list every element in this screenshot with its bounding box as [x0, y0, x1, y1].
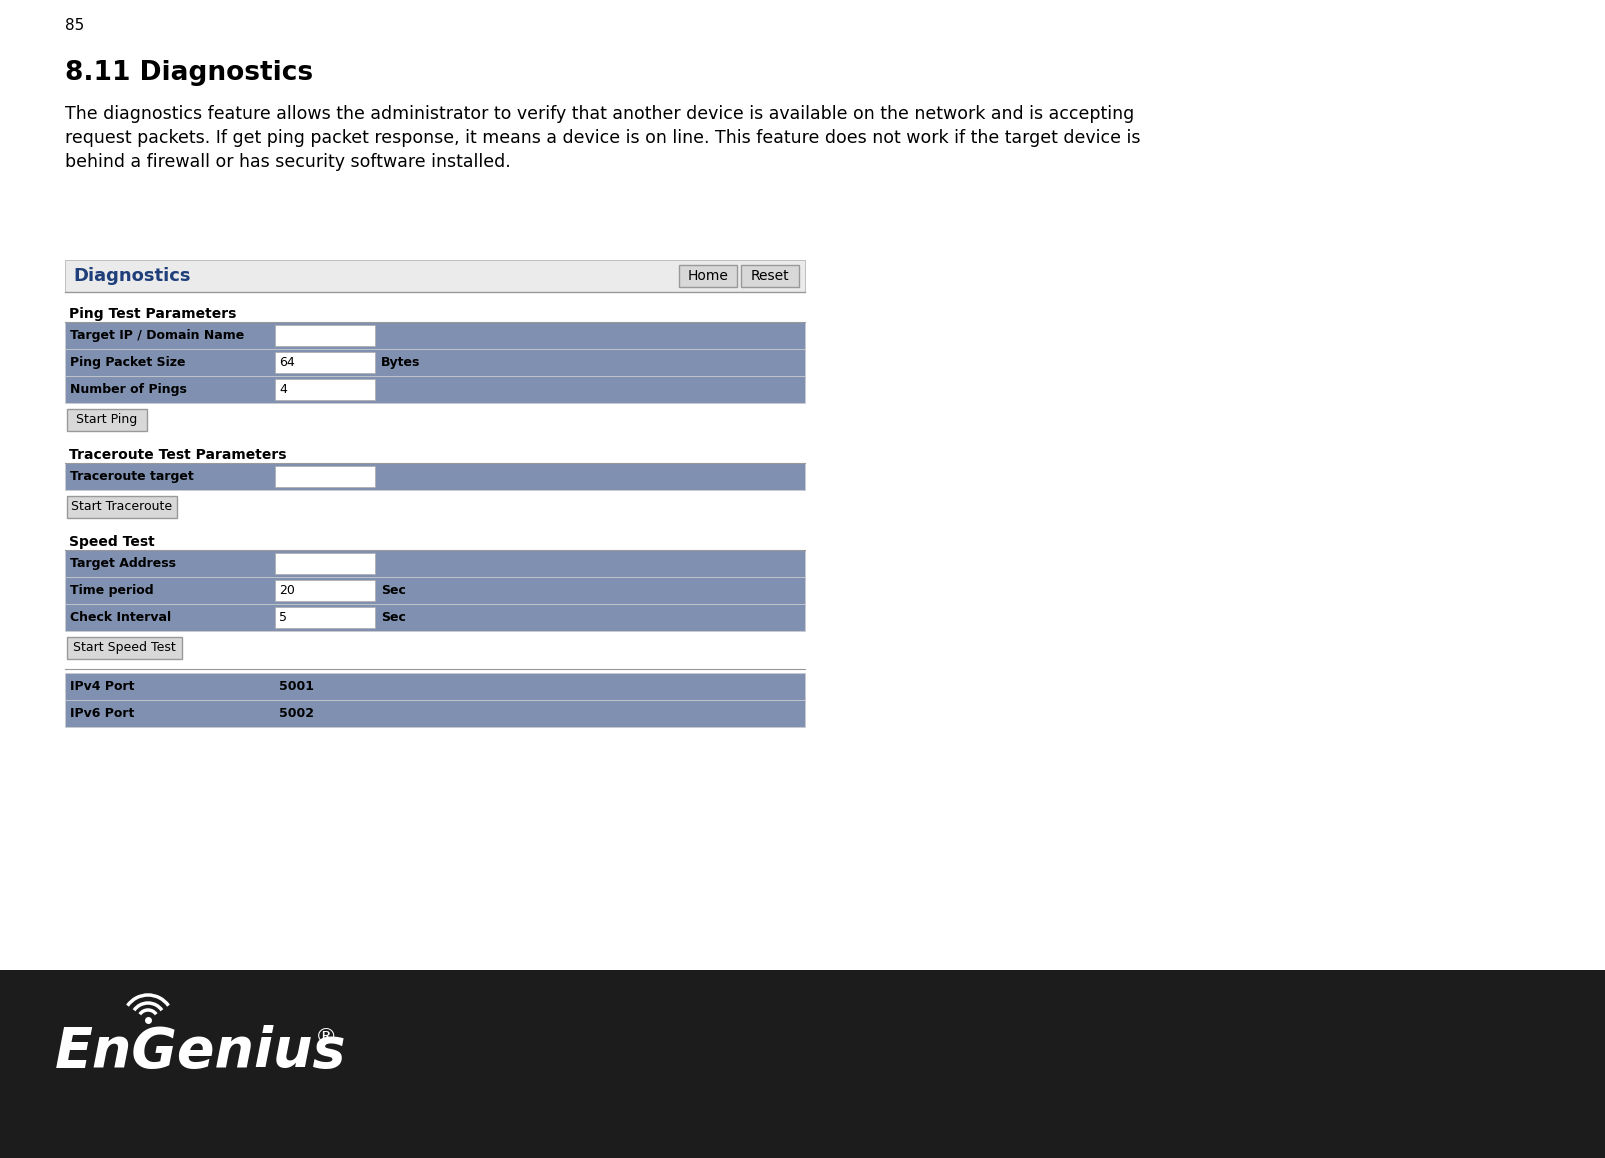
Text: 64: 64 — [279, 356, 295, 369]
Text: Traceroute target: Traceroute target — [71, 470, 194, 483]
Bar — [64, 699, 806, 727]
Text: Speed Test: Speed Test — [69, 535, 154, 549]
Bar — [274, 325, 376, 346]
Text: Start Traceroute: Start Traceroute — [72, 500, 173, 513]
Bar — [274, 554, 376, 574]
Bar — [679, 265, 737, 287]
Bar — [0, 970, 1605, 1158]
Text: 5: 5 — [279, 611, 287, 624]
Text: 8.11 Diagnostics: 8.11 Diagnostics — [64, 60, 313, 86]
Text: 5001: 5001 — [279, 680, 315, 692]
Text: Time period: Time period — [71, 584, 154, 598]
Text: Ping Test Parameters: Ping Test Parameters — [69, 307, 236, 321]
Text: Bytes: Bytes — [380, 356, 421, 369]
Bar — [64, 577, 806, 604]
Bar — [274, 352, 376, 373]
Text: 85: 85 — [64, 19, 83, 32]
Text: IPv4 Port: IPv4 Port — [71, 680, 135, 692]
Text: Target Address: Target Address — [71, 557, 177, 570]
Bar — [64, 349, 806, 376]
Bar — [64, 604, 806, 631]
Text: Start Ping: Start Ping — [77, 413, 138, 426]
Bar — [64, 550, 806, 577]
Bar — [64, 673, 806, 699]
Text: The diagnostics feature allows the administrator to verify that another device i: The diagnostics feature allows the admin… — [64, 105, 1135, 123]
Text: Reset: Reset — [751, 269, 790, 283]
Bar — [274, 580, 376, 601]
Text: IPv6 Port: IPv6 Port — [71, 708, 135, 720]
Text: ®: ® — [315, 1027, 337, 1047]
Text: Number of Pings: Number of Pings — [71, 383, 186, 396]
Text: Ping Packet Size: Ping Packet Size — [71, 356, 186, 369]
Text: 20: 20 — [279, 584, 295, 598]
Bar — [742, 265, 799, 287]
Bar — [67, 496, 177, 518]
Text: 4: 4 — [279, 383, 287, 396]
Text: request packets. If get ping packet response, it means a device is on line. This: request packets. If get ping packet resp… — [64, 129, 1141, 147]
Bar — [64, 463, 806, 490]
Text: Start Speed Test: Start Speed Test — [74, 642, 177, 654]
Text: Check Interval: Check Interval — [71, 611, 172, 624]
Bar — [64, 261, 806, 292]
Bar — [64, 376, 806, 403]
Text: Home: Home — [687, 269, 729, 283]
Text: Traceroute Test Parameters: Traceroute Test Parameters — [69, 448, 287, 462]
Text: 5002: 5002 — [279, 708, 315, 720]
Text: Target IP / Domain Name: Target IP / Domain Name — [71, 329, 244, 342]
Text: EnGenius: EnGenius — [55, 1025, 347, 1079]
Bar — [64, 322, 806, 349]
Bar — [67, 409, 148, 431]
Text: Diagnostics: Diagnostics — [72, 267, 191, 285]
Bar — [67, 637, 181, 659]
Bar — [274, 466, 376, 488]
Text: behind a firewall or has security software installed.: behind a firewall or has security softwa… — [64, 153, 510, 171]
Text: Sec: Sec — [380, 611, 406, 624]
Bar — [274, 379, 376, 400]
Bar — [274, 607, 376, 628]
Text: Sec: Sec — [380, 584, 406, 598]
